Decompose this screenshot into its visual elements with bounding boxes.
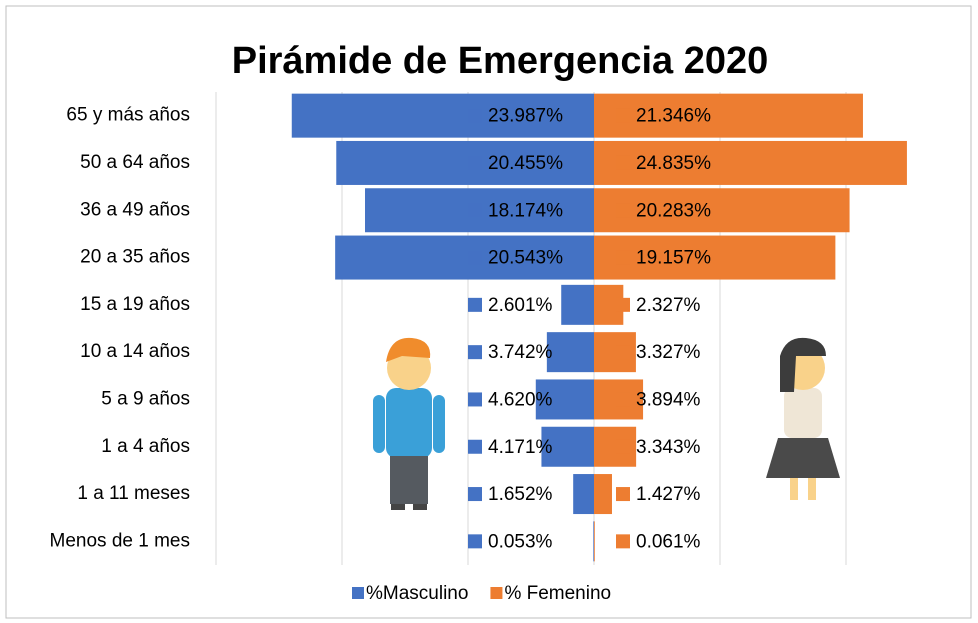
label-key bbox=[616, 345, 630, 360]
bar bbox=[594, 474, 612, 515]
y-tick-label: 15 a 19 años bbox=[80, 294, 190, 315]
data-label: 20.543% bbox=[488, 248, 563, 269]
label-key bbox=[468, 203, 482, 218]
label-key bbox=[468, 392, 482, 407]
bar bbox=[594, 235, 836, 280]
bar bbox=[336, 140, 594, 185]
data-label: 3.742% bbox=[488, 342, 553, 363]
bar bbox=[594, 188, 850, 233]
bar bbox=[335, 235, 594, 280]
bar bbox=[594, 521, 595, 562]
data-label: 3.343% bbox=[636, 437, 701, 458]
data-label: 18.174% bbox=[488, 200, 563, 221]
bar bbox=[594, 93, 863, 138]
label-key bbox=[468, 250, 482, 265]
label-key bbox=[616, 439, 630, 454]
y-tick-label: Menos de 1 mes bbox=[50, 530, 190, 551]
data-label: 23.987% bbox=[488, 106, 563, 127]
data-label: 20.283% bbox=[636, 200, 711, 221]
label-key bbox=[616, 297, 630, 312]
data-label: 3.894% bbox=[636, 389, 701, 410]
data-label: 4.620% bbox=[488, 389, 553, 410]
bar bbox=[546, 332, 594, 373]
data-label: 21.346% bbox=[636, 106, 711, 127]
label-key bbox=[468, 345, 482, 360]
label-key bbox=[468, 534, 482, 549]
data-label: 0.061% bbox=[636, 531, 701, 552]
bar bbox=[594, 140, 907, 185]
data-label: 4.171% bbox=[488, 437, 553, 458]
y-tick-label: 5 a 9 años bbox=[101, 388, 190, 409]
y-tick-label: 1 a 11 meses bbox=[77, 483, 190, 504]
label-key bbox=[468, 487, 482, 502]
label-key bbox=[468, 155, 482, 170]
label-key bbox=[616, 155, 630, 170]
label-key bbox=[468, 439, 482, 454]
data-label: 24.835% bbox=[636, 153, 711, 174]
data-label: 1.427% bbox=[636, 484, 701, 505]
label-key bbox=[616, 487, 630, 502]
legend-label: %Masculino bbox=[366, 583, 468, 604]
legend-label: % Femenino bbox=[504, 583, 611, 604]
y-tick-label: 50 a 64 años bbox=[80, 152, 190, 173]
y-tick-label: 1 a 4 años bbox=[101, 436, 190, 457]
label-key bbox=[616, 534, 630, 549]
label-key bbox=[616, 108, 630, 123]
bar bbox=[573, 474, 594, 515]
bar bbox=[535, 379, 594, 420]
y-tick-label: 36 a 49 años bbox=[80, 199, 190, 220]
y-tick-label: 65 y más años bbox=[66, 105, 190, 126]
y-tick-label: 10 a 14 años bbox=[80, 341, 190, 362]
y-tick-label: 20 a 35 años bbox=[80, 247, 190, 268]
data-label: 2.601% bbox=[488, 295, 553, 316]
data-label: 3.327% bbox=[636, 342, 701, 363]
label-key bbox=[616, 392, 630, 407]
bar bbox=[541, 426, 594, 467]
bar bbox=[593, 521, 594, 562]
data-label: 0.053% bbox=[488, 531, 553, 552]
bar bbox=[291, 93, 594, 138]
label-key bbox=[468, 297, 482, 312]
woman-figure bbox=[766, 337, 840, 500]
data-label: 19.157% bbox=[636, 248, 711, 269]
data-label: 1.652% bbox=[488, 484, 553, 505]
legend-key bbox=[490, 587, 503, 599]
data-label: 2.327% bbox=[636, 295, 701, 316]
man-figure bbox=[373, 337, 445, 510]
label-key bbox=[468, 108, 482, 123]
chart-title: Pirámide de Emergencia 2020 bbox=[232, 40, 769, 82]
legend-key bbox=[352, 587, 364, 599]
data-label: 20.455% bbox=[488, 153, 563, 174]
label-key bbox=[616, 203, 630, 218]
bar bbox=[561, 284, 594, 325]
label-key bbox=[616, 250, 630, 265]
